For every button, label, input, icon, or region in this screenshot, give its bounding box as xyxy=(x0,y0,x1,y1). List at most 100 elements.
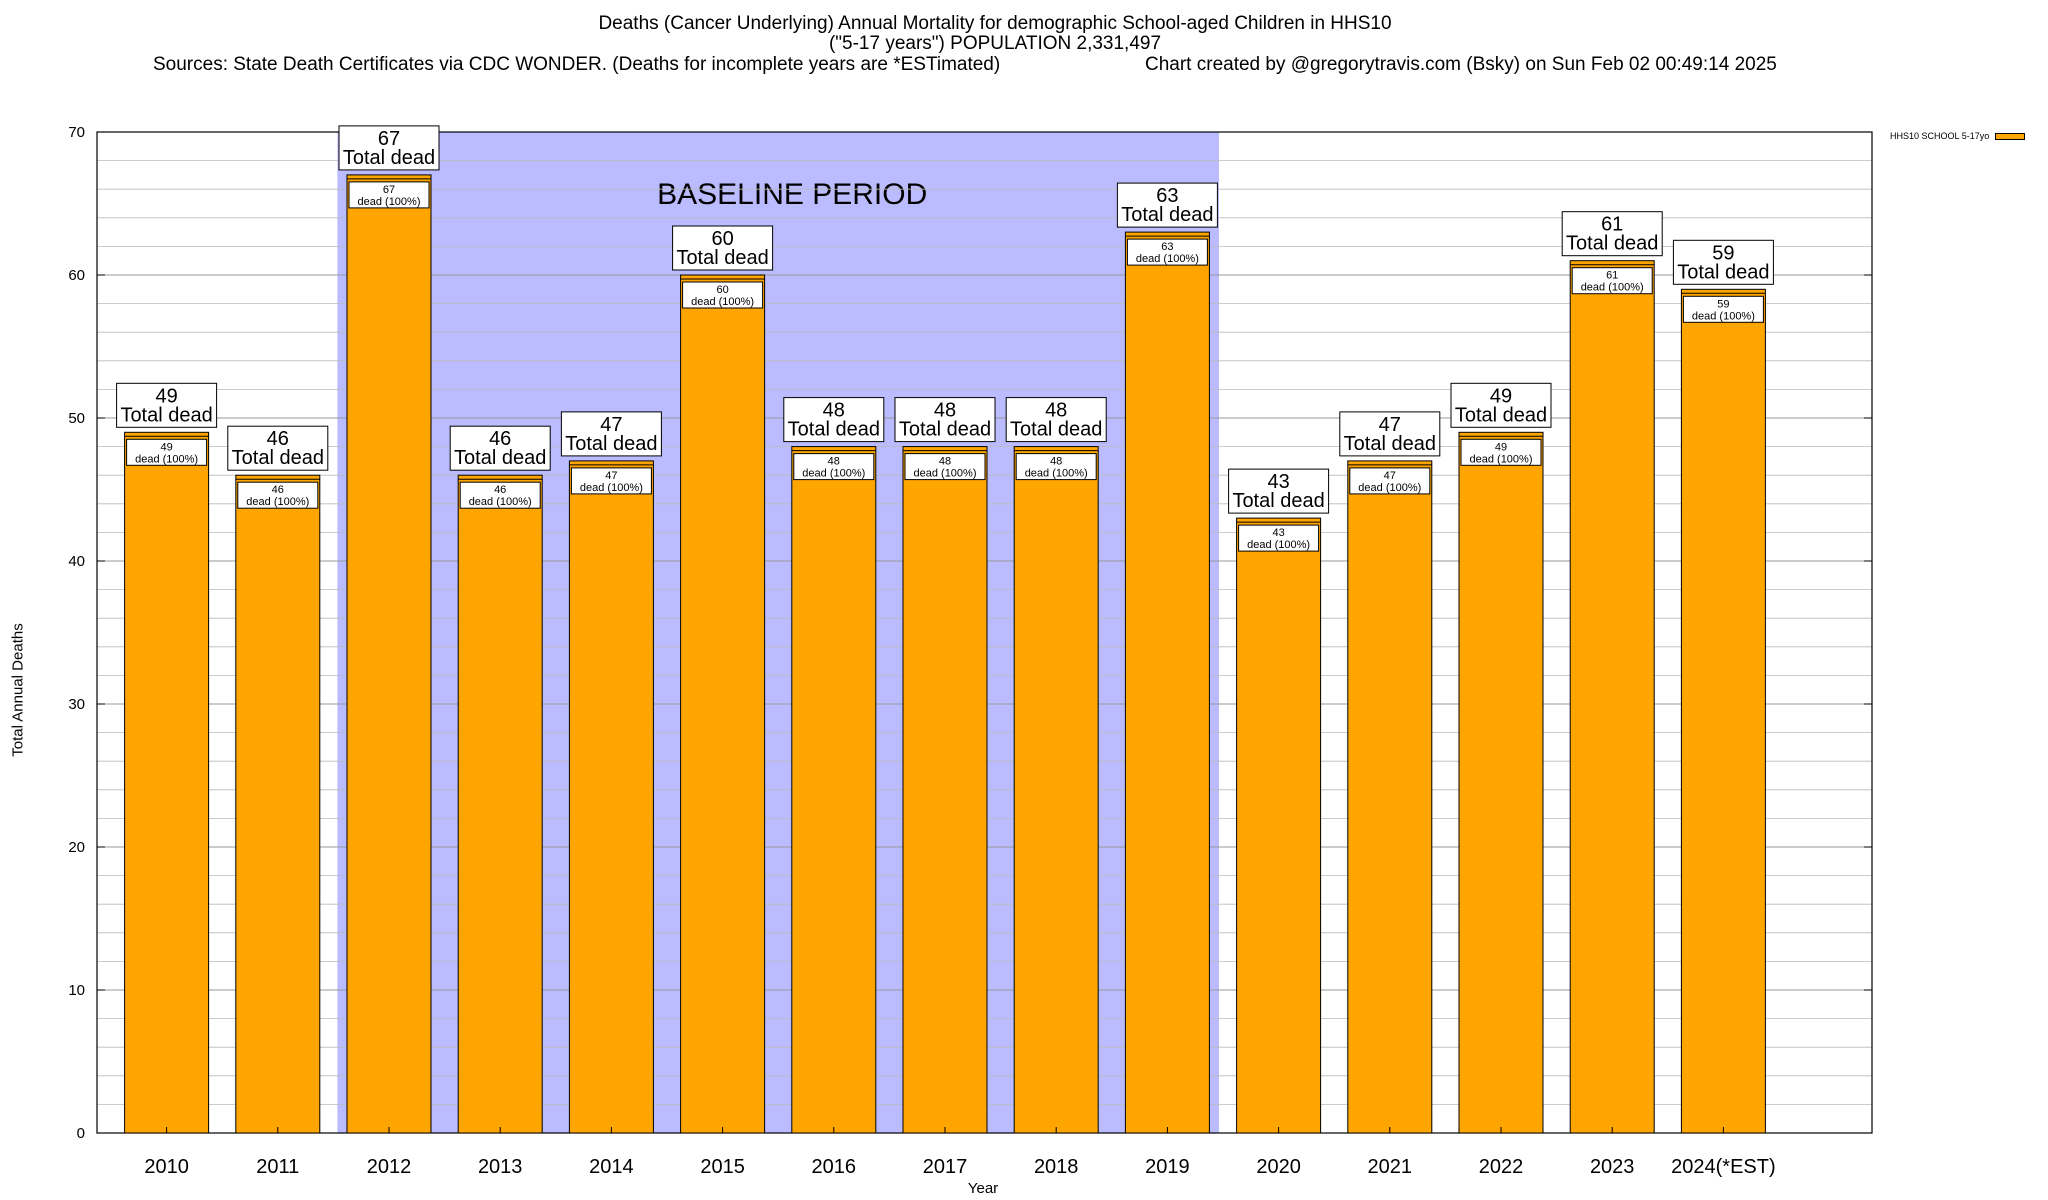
bar-inner-label-box xyxy=(1349,467,1431,495)
bar-inner-value: 46 xyxy=(494,484,506,496)
legend-label: HHS10 SCHOOL 5-17yo xyxy=(1890,131,1990,141)
bar-inner-label-box xyxy=(126,438,208,466)
bar-inner-label-box xyxy=(793,453,875,481)
bar-top-text: Total dead xyxy=(788,419,880,441)
bar-inner-value: 43 xyxy=(1272,527,1284,539)
bar-top-label-box xyxy=(1228,468,1330,514)
y-tick-label: 20 xyxy=(68,839,85,856)
bar xyxy=(680,274,766,1134)
chart-credit: Chart created by @gregorytravis.com (Bsk… xyxy=(1145,54,1777,75)
bar-top-value: 49 xyxy=(155,385,177,407)
bar-top-label-box xyxy=(227,425,329,471)
bar xyxy=(902,446,988,1134)
bar-inner-label-box xyxy=(904,453,986,481)
bar-top-label-box xyxy=(1450,382,1552,428)
x-tick-label: 2015 xyxy=(700,1156,745,1178)
x-tick-label: 2022 xyxy=(1479,1156,1524,1178)
x-tick-label: 2020 xyxy=(1256,1156,1301,1178)
x-tick-label: 2010 xyxy=(144,1156,189,1178)
chart-sources: Sources: State Death Certificates via CD… xyxy=(153,54,1001,75)
bar-top-label-box xyxy=(1561,211,1663,257)
bar-inner-value: 48 xyxy=(1050,456,1062,468)
bar-top-text: Total dead xyxy=(676,247,768,269)
y-tick-label: 40 xyxy=(68,553,85,570)
bar-top-value: 47 xyxy=(600,414,622,436)
bar-top-text: Total dead xyxy=(1677,261,1769,283)
bar xyxy=(235,474,321,1134)
bar-top-value: 46 xyxy=(267,428,289,450)
bar xyxy=(1458,431,1544,1134)
bar-top-text: Total dead xyxy=(1121,204,1213,226)
bar-top-text: Total dead xyxy=(1344,433,1436,455)
bar-top-value: 61 xyxy=(1601,214,1623,236)
bar-inner-text: dead (100%) xyxy=(358,196,421,208)
bar-top-value: 49 xyxy=(1490,385,1512,407)
bar-top-value: 46 xyxy=(489,428,511,450)
bar-top-text: Total dead xyxy=(120,404,212,426)
bar-top-label-box xyxy=(116,382,218,428)
baseline-period-label: BASELINE PERIOD xyxy=(657,178,927,211)
bar-inner-label-box xyxy=(570,467,652,495)
chart-title: Deaths (Cancer Underlying) Annual Mortal… xyxy=(0,14,1990,54)
bar-top-label-box xyxy=(1005,397,1107,443)
bar-top-label-box xyxy=(449,425,551,471)
bar-inner-value: 61 xyxy=(1606,270,1618,282)
x-tick-label: 2021 xyxy=(1368,1156,1413,1178)
bar-top-value: 67 xyxy=(378,128,400,150)
bar-top-label-box xyxy=(783,397,885,443)
bar-inner-text: dead (100%) xyxy=(580,482,643,494)
bar xyxy=(1013,446,1099,1134)
bar-top-text: Total dead xyxy=(232,447,324,469)
bar-inner-label-box xyxy=(237,481,319,509)
x-tick-label: 2018 xyxy=(1034,1156,1079,1178)
x-tick-label: 2023 xyxy=(1590,1156,1635,1178)
bar xyxy=(346,174,432,1134)
bar-inner-text: dead (100%) xyxy=(1470,453,1533,465)
bar-inner-text: dead (100%) xyxy=(1692,310,1755,322)
bar-inner-text: dead (100%) xyxy=(1136,253,1199,265)
x-tick-label: 2012 xyxy=(367,1156,412,1178)
x-tick-label: 2019 xyxy=(1145,1156,1190,1178)
bar-top-value: 47 xyxy=(1379,414,1401,436)
legend: HHS10 SCHOOL 5-17yo xyxy=(1890,131,2026,141)
x-tick-label: 2016 xyxy=(812,1156,857,1178)
bar-top-text: Total dead xyxy=(1010,419,1102,441)
bar xyxy=(1347,460,1433,1134)
bar-inner-value: 60 xyxy=(716,284,728,296)
bar-inner-label-box xyxy=(1682,295,1764,323)
legend-swatch xyxy=(1995,133,2026,141)
bar xyxy=(568,460,654,1134)
y-tick-label: 0 xyxy=(77,1125,85,1142)
bar-inner-text: dead (100%) xyxy=(1581,282,1644,294)
bar-top-label-box xyxy=(560,411,662,457)
x-tick-label: 2014 xyxy=(589,1156,634,1178)
y-tick-label: 60 xyxy=(68,267,85,284)
bar-top-value: 43 xyxy=(1267,471,1289,493)
bar-top-value: 59 xyxy=(1712,242,1734,264)
y-tick-label: 30 xyxy=(68,696,85,713)
bar-top-label-box xyxy=(1672,239,1774,285)
bar-top-text: Total dead xyxy=(1455,404,1547,426)
bar xyxy=(1680,288,1766,1134)
bar-inner-text: dead (100%) xyxy=(469,496,532,508)
bar-inner-text: dead (100%) xyxy=(135,453,198,465)
bar-top-text: Total dead xyxy=(343,147,435,169)
bar-inner-label-box xyxy=(348,181,430,209)
bar-inner-label-box xyxy=(1015,453,1097,481)
bar-inner-label-box xyxy=(459,481,541,509)
bar-top-text: Total dead xyxy=(1232,490,1324,512)
x-tick-label: 2013 xyxy=(478,1156,523,1178)
x-tick-label: 2024(*EST) xyxy=(1671,1156,1776,1178)
bar-inner-value: 67 xyxy=(383,184,395,196)
bar xyxy=(1236,517,1322,1134)
y-tick-label: 70 xyxy=(68,124,85,141)
chart-title-line2: ("5-17 years") POPULATION 2,331,497 xyxy=(828,33,1162,54)
bar xyxy=(791,446,877,1134)
bar-top-text: Total dead xyxy=(565,433,657,455)
bar-top-label-box xyxy=(1116,182,1218,228)
bar-inner-text: dead (100%) xyxy=(1247,539,1310,551)
y-tick-label: 50 xyxy=(68,410,85,427)
bar-inner-value: 63 xyxy=(1161,241,1173,253)
bar-inner-text: dead (100%) xyxy=(914,468,977,480)
